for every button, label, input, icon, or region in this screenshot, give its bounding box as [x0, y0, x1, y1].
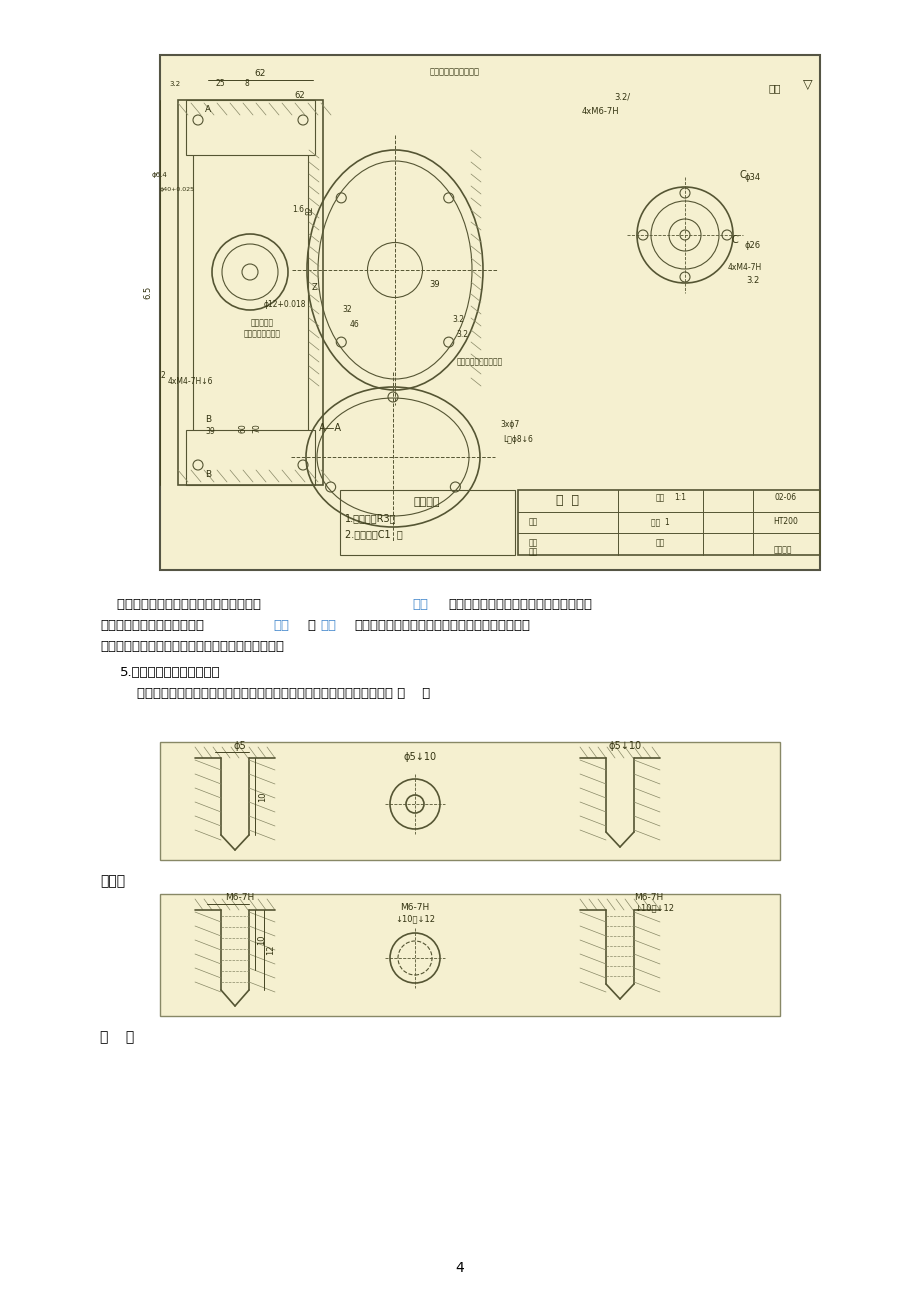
Text: ▽: ▽: [802, 78, 811, 91]
Text: 3.2: 3.2: [745, 276, 759, 285]
Text: 10: 10: [257, 935, 267, 945]
Text: 1.6: 1.6: [291, 206, 303, 215]
Text: 方向主要尺寸基准: 方向主要尺寸基准: [244, 329, 280, 339]
Text: 宽度方向主要尺寸基准: 宽度方向主要尺寸基准: [457, 358, 503, 366]
Text: 轴线: 轴线: [412, 598, 427, 611]
Text: 1.未注圆角R3。: 1.未注圆角R3。: [345, 513, 396, 523]
Text: B: B: [205, 470, 210, 479]
Bar: [177, 100, 323, 486]
Text: A: A: [205, 105, 210, 115]
Bar: [160, 742, 779, 861]
Text: ϕ5↓10: ϕ5↓10: [403, 753, 437, 762]
Text: M6-7H: M6-7H: [225, 892, 255, 901]
Text: 3.2/: 3.2/: [613, 92, 630, 102]
Text: 4xM6-7H: 4xM6-7H: [581, 108, 618, 116]
Text: 02-06: 02-06: [774, 493, 796, 503]
Text: 螺纹孔: 螺纹孔: [100, 874, 125, 888]
Text: 其余: 其余: [768, 83, 780, 92]
Text: 25: 25: [215, 79, 224, 89]
Text: 重量: 重量: [654, 539, 664, 548]
Text: 沉    孔: 沉 孔: [100, 1030, 134, 1044]
Text: 62: 62: [254, 69, 266, 78]
Text: 径向和高度: 径向和高度: [250, 319, 273, 328]
Text: M6-7H: M6-7H: [633, 892, 663, 901]
Text: 、重要的安装面、接触面（或加工面）、: 、重要的安装面、接触面（或加工面）、: [448, 598, 591, 611]
Text: 技术要求: 技术要求: [414, 497, 440, 506]
Text: HT200: HT200: [773, 517, 798, 526]
Text: 宽度: 宽度: [273, 618, 289, 631]
Text: 1:1: 1:1: [674, 493, 686, 503]
Text: 60: 60: [238, 423, 247, 432]
Text: ϕ40+0.025: ϕ40+0.025: [160, 187, 195, 193]
Text: ϕ34: ϕ34: [744, 172, 760, 181]
Text: 、: 、: [307, 618, 314, 631]
Text: 比例: 比例: [654, 493, 664, 503]
Text: ϕ6.4: ϕ6.4: [152, 172, 167, 178]
Text: 箱  体: 箱 体: [556, 495, 579, 508]
Text: 32: 32: [342, 306, 351, 315]
Text: 39: 39: [205, 427, 215, 436]
Text: C: C: [739, 171, 745, 180]
Text: 3.2: 3.2: [169, 81, 180, 87]
Text: 3xϕ7: 3xϕ7: [500, 421, 519, 430]
Bar: [186, 100, 314, 155]
Bar: [517, 490, 819, 555]
Text: ↓10孔↓12: ↓10孔↓12: [633, 904, 674, 913]
Text: 82: 82: [305, 206, 314, 215]
Text: 3.2: 3.2: [451, 315, 463, 324]
Text: C: C: [731, 234, 738, 245]
Text: 件数  1: 件数 1: [650, 517, 669, 526]
Text: （厂名）: （厂名）: [773, 546, 791, 555]
Text: 10: 10: [258, 792, 267, 802]
Text: 5.零件常见结构的尺寸注法: 5.零件常见结构的尺寸注法: [119, 667, 221, 680]
Text: 4: 4: [455, 1262, 464, 1275]
Text: 3.2: 3.2: [456, 331, 468, 340]
Text: 长度: 长度: [320, 618, 335, 631]
Bar: [160, 894, 779, 1016]
Text: 4xM4-7H↓6: 4xM4-7H↓6: [168, 378, 213, 387]
Text: 39: 39: [429, 280, 440, 289]
Text: A—A: A—A: [318, 423, 341, 434]
Text: 审核: 审核: [528, 548, 537, 556]
Text: Z: Z: [312, 284, 318, 293]
Text: M6-7H: M6-7H: [400, 904, 429, 913]
Text: 长度方向主要尺寸基准: 长度方向主要尺寸基准: [429, 68, 480, 77]
Text: 制图: 制图: [528, 517, 537, 526]
Text: ↓10孔↓12: ↓10孔↓12: [394, 914, 435, 923]
Text: 描图: 描图: [528, 539, 537, 548]
Text: 在标注尺寸方面，通常选用设计上要求的: 在标注尺寸方面，通常选用设计上要求的: [100, 598, 261, 611]
Text: 箱体某些主要结构的对称面（: 箱体某些主要结构的对称面（: [100, 618, 204, 631]
Text: 分，应尽可能按便于加工和检验的要求来标注尺寸。: 分，应尽可能按便于加工和检验的要求来标注尺寸。: [100, 641, 284, 654]
Text: 70: 70: [252, 423, 261, 432]
Bar: [160, 55, 819, 570]
Text: 12: 12: [267, 945, 275, 956]
Bar: [186, 430, 314, 486]
Text: 2.未注倒角C1  。: 2.未注倒角C1 。: [345, 529, 403, 539]
Text: 6.5: 6.5: [143, 285, 153, 298]
Text: 62: 62: [294, 91, 305, 99]
Text: ϕ5: ϕ5: [233, 741, 246, 751]
Text: 常见孔的尺寸注法（盲孔、螺纹孔、沉孔、锪平孔）；倒角的尺寸注法。 盲    孔: 常见孔的尺寸注法（盲孔、螺纹孔、沉孔、锪平孔）；倒角的尺寸注法。 盲 孔: [119, 687, 430, 700]
Text: ϕ12+0.018: ϕ12+0.018: [264, 301, 306, 310]
Text: 8: 8: [244, 79, 249, 89]
Text: ϕ26: ϕ26: [744, 241, 760, 250]
Text: 46: 46: [350, 320, 359, 329]
Text: L⌴ϕ8↓6: L⌴ϕ8↓6: [503, 435, 532, 444]
Text: B: B: [205, 415, 210, 424]
Text: 2: 2: [161, 371, 165, 380]
Text: ）等作为尺寸基准。对于箱体上需要切削加工的部: ）等作为尺寸基准。对于箱体上需要切削加工的部: [354, 618, 529, 631]
Text: ϕ5↓10: ϕ5↓10: [607, 741, 641, 751]
Text: 4xM4-7H: 4xM4-7H: [727, 263, 761, 272]
Bar: [340, 490, 515, 555]
